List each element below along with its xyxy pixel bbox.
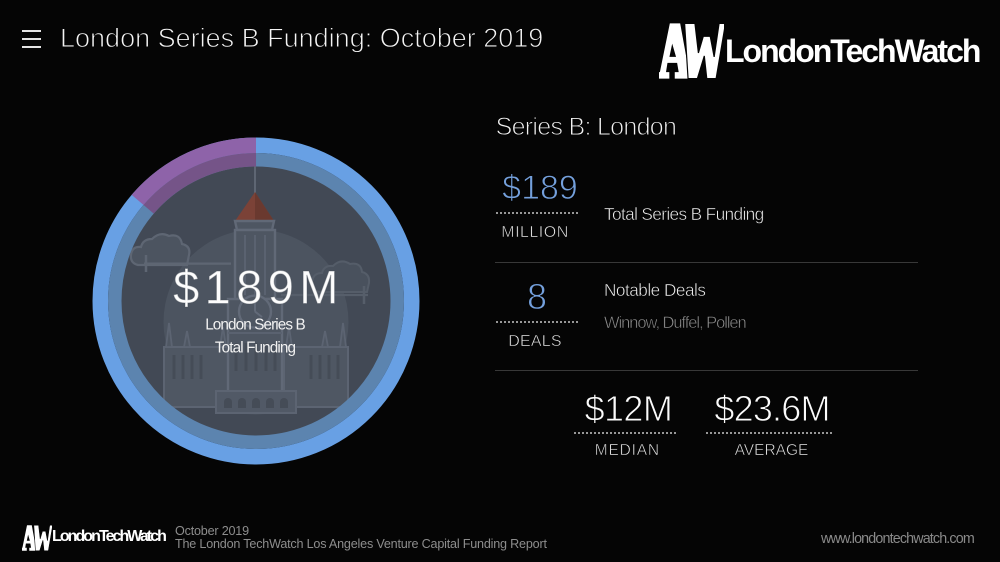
svg-text:Total Funding: Total Funding [215,340,296,357]
svg-text:London Series B: London Series B [205,317,305,334]
svg-text:$189M: $189M [173,261,344,314]
